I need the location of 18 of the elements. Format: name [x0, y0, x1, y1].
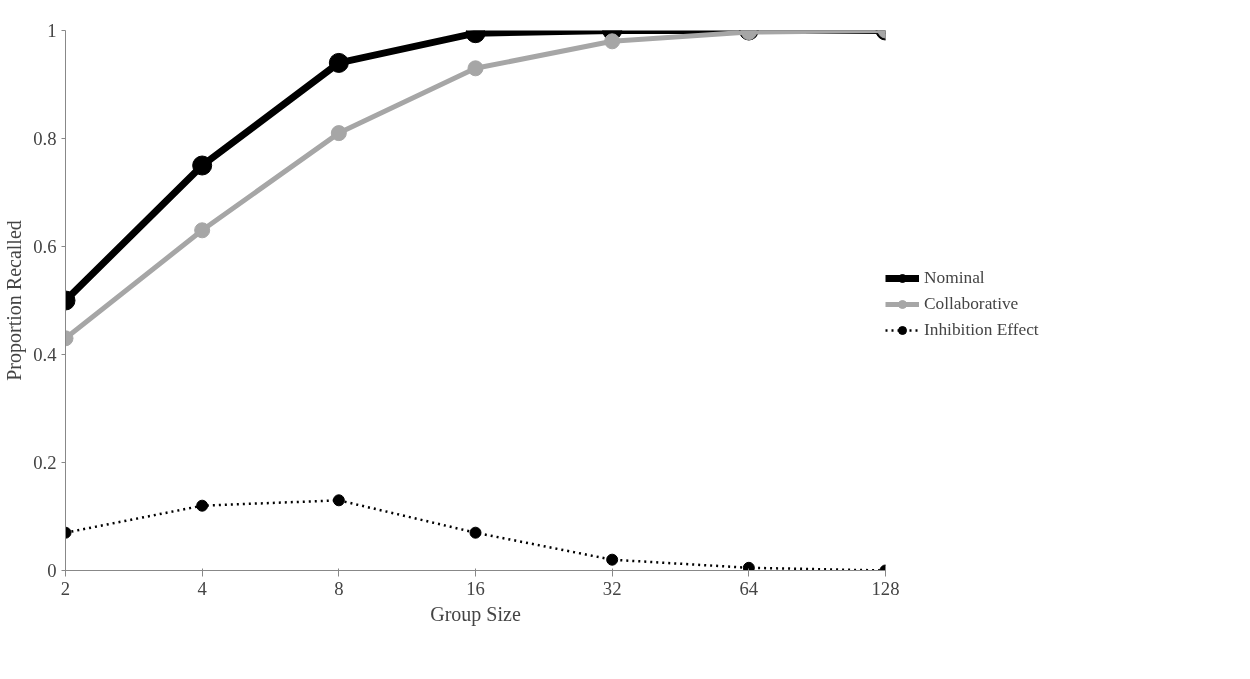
x-axis-title: Group Size: [430, 602, 521, 626]
x-tick-label: 8: [334, 577, 344, 599]
x-tick-label: 64: [739, 577, 759, 599]
x-tick-label: 32: [602, 577, 622, 599]
x-tick-label: 16: [466, 577, 485, 599]
x-tick-label: 2: [60, 577, 71, 599]
legend-label: Nominal: [924, 268, 985, 288]
y-tick-label: 0.2: [33, 452, 57, 473]
y-axis-title: Proportion Recalled: [3, 220, 27, 381]
y-tick-label: 0.4: [33, 344, 58, 365]
y-tick-label: 0.8: [33, 128, 57, 149]
y-tick-label: 0.6: [33, 236, 57, 257]
legend-label: Inhibition Effect: [924, 320, 1039, 340]
y-tick-label: 0: [47, 560, 57, 581]
x-tick-label: 4: [197, 577, 208, 599]
y-tick-label: 1: [47, 20, 57, 41]
legend-label: Collaborative: [924, 294, 1019, 314]
x-tick-label: 128: [871, 577, 900, 599]
